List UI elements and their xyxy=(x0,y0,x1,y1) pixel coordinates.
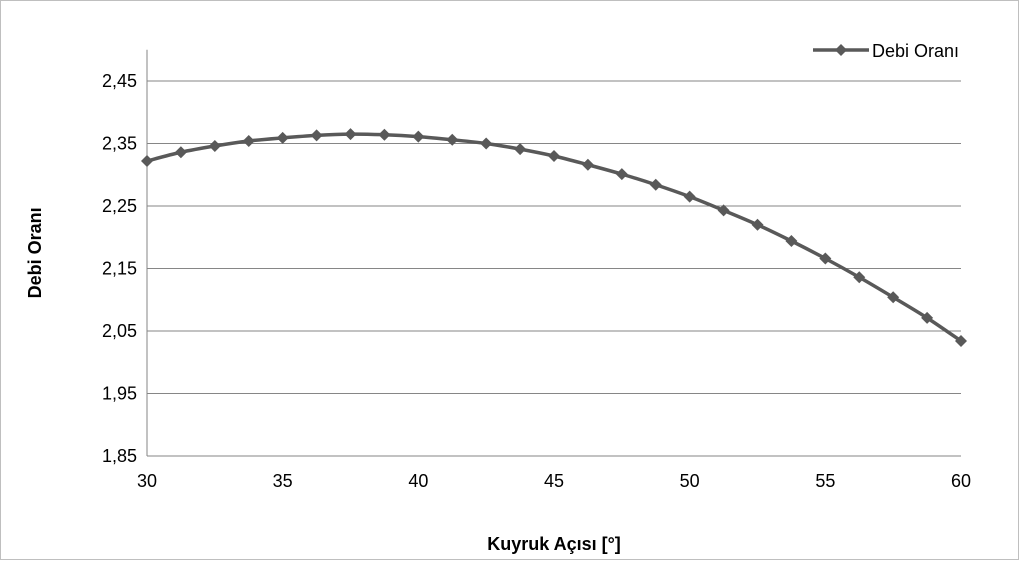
data-point xyxy=(141,155,153,167)
data-point xyxy=(955,335,967,347)
series-line xyxy=(146,132,962,343)
data-point xyxy=(276,131,289,144)
x-tick-label: 35 xyxy=(273,471,293,491)
data-point xyxy=(412,130,425,143)
y-tick-label: 2,35 xyxy=(102,134,137,154)
legend-marker xyxy=(835,44,847,56)
data-point xyxy=(174,146,187,159)
data-point xyxy=(344,128,357,141)
data-point xyxy=(649,178,662,191)
tick-labels: 1,85 1,95 2,05 2,15 2,25 2,35 2,45 30 35 40 45 50 55… xyxy=(102,71,971,491)
y-tick-label: 2,15 xyxy=(102,259,137,279)
data-point xyxy=(242,135,255,147)
y-tick-label: 2,45 xyxy=(102,71,137,91)
x-tick-label: 55 xyxy=(815,471,835,491)
legend-label: Debi Oranı xyxy=(872,41,959,61)
x-axis-title: Kuyruk Açısı [°] xyxy=(487,534,621,554)
data-point xyxy=(887,291,900,304)
data-point xyxy=(853,271,866,284)
x-tick-label: 50 xyxy=(680,471,700,491)
data-point xyxy=(751,218,764,231)
data-point xyxy=(378,128,391,141)
y-tick-label: 1,85 xyxy=(102,446,137,466)
data-point xyxy=(615,168,628,181)
series-layer xyxy=(141,128,967,347)
data-point xyxy=(921,311,934,324)
data-point xyxy=(581,158,594,171)
data-point xyxy=(446,133,459,146)
data-point xyxy=(310,129,323,142)
y-tick-label: 2,25 xyxy=(102,196,137,216)
y-tick-label: 1,95 xyxy=(102,384,137,404)
axes xyxy=(146,49,961,457)
data-point xyxy=(717,204,730,217)
y-tick-label: 2,05 xyxy=(102,321,137,341)
grid-lines xyxy=(147,80,961,394)
x-tick-label: 60 xyxy=(951,471,971,491)
data-point xyxy=(514,143,527,156)
y-axis-title: Debi Oranı xyxy=(25,207,45,298)
data-point xyxy=(683,190,696,203)
data-point xyxy=(548,150,560,162)
data-point xyxy=(480,137,493,150)
data-point xyxy=(785,235,798,247)
legend: Debi Oranı xyxy=(813,41,959,61)
x-tick-label: 30 xyxy=(137,471,157,491)
data-point xyxy=(819,252,832,265)
x-tick-label: 45 xyxy=(544,471,564,491)
x-tick-label: 40 xyxy=(408,471,428,491)
data-point xyxy=(208,140,221,152)
